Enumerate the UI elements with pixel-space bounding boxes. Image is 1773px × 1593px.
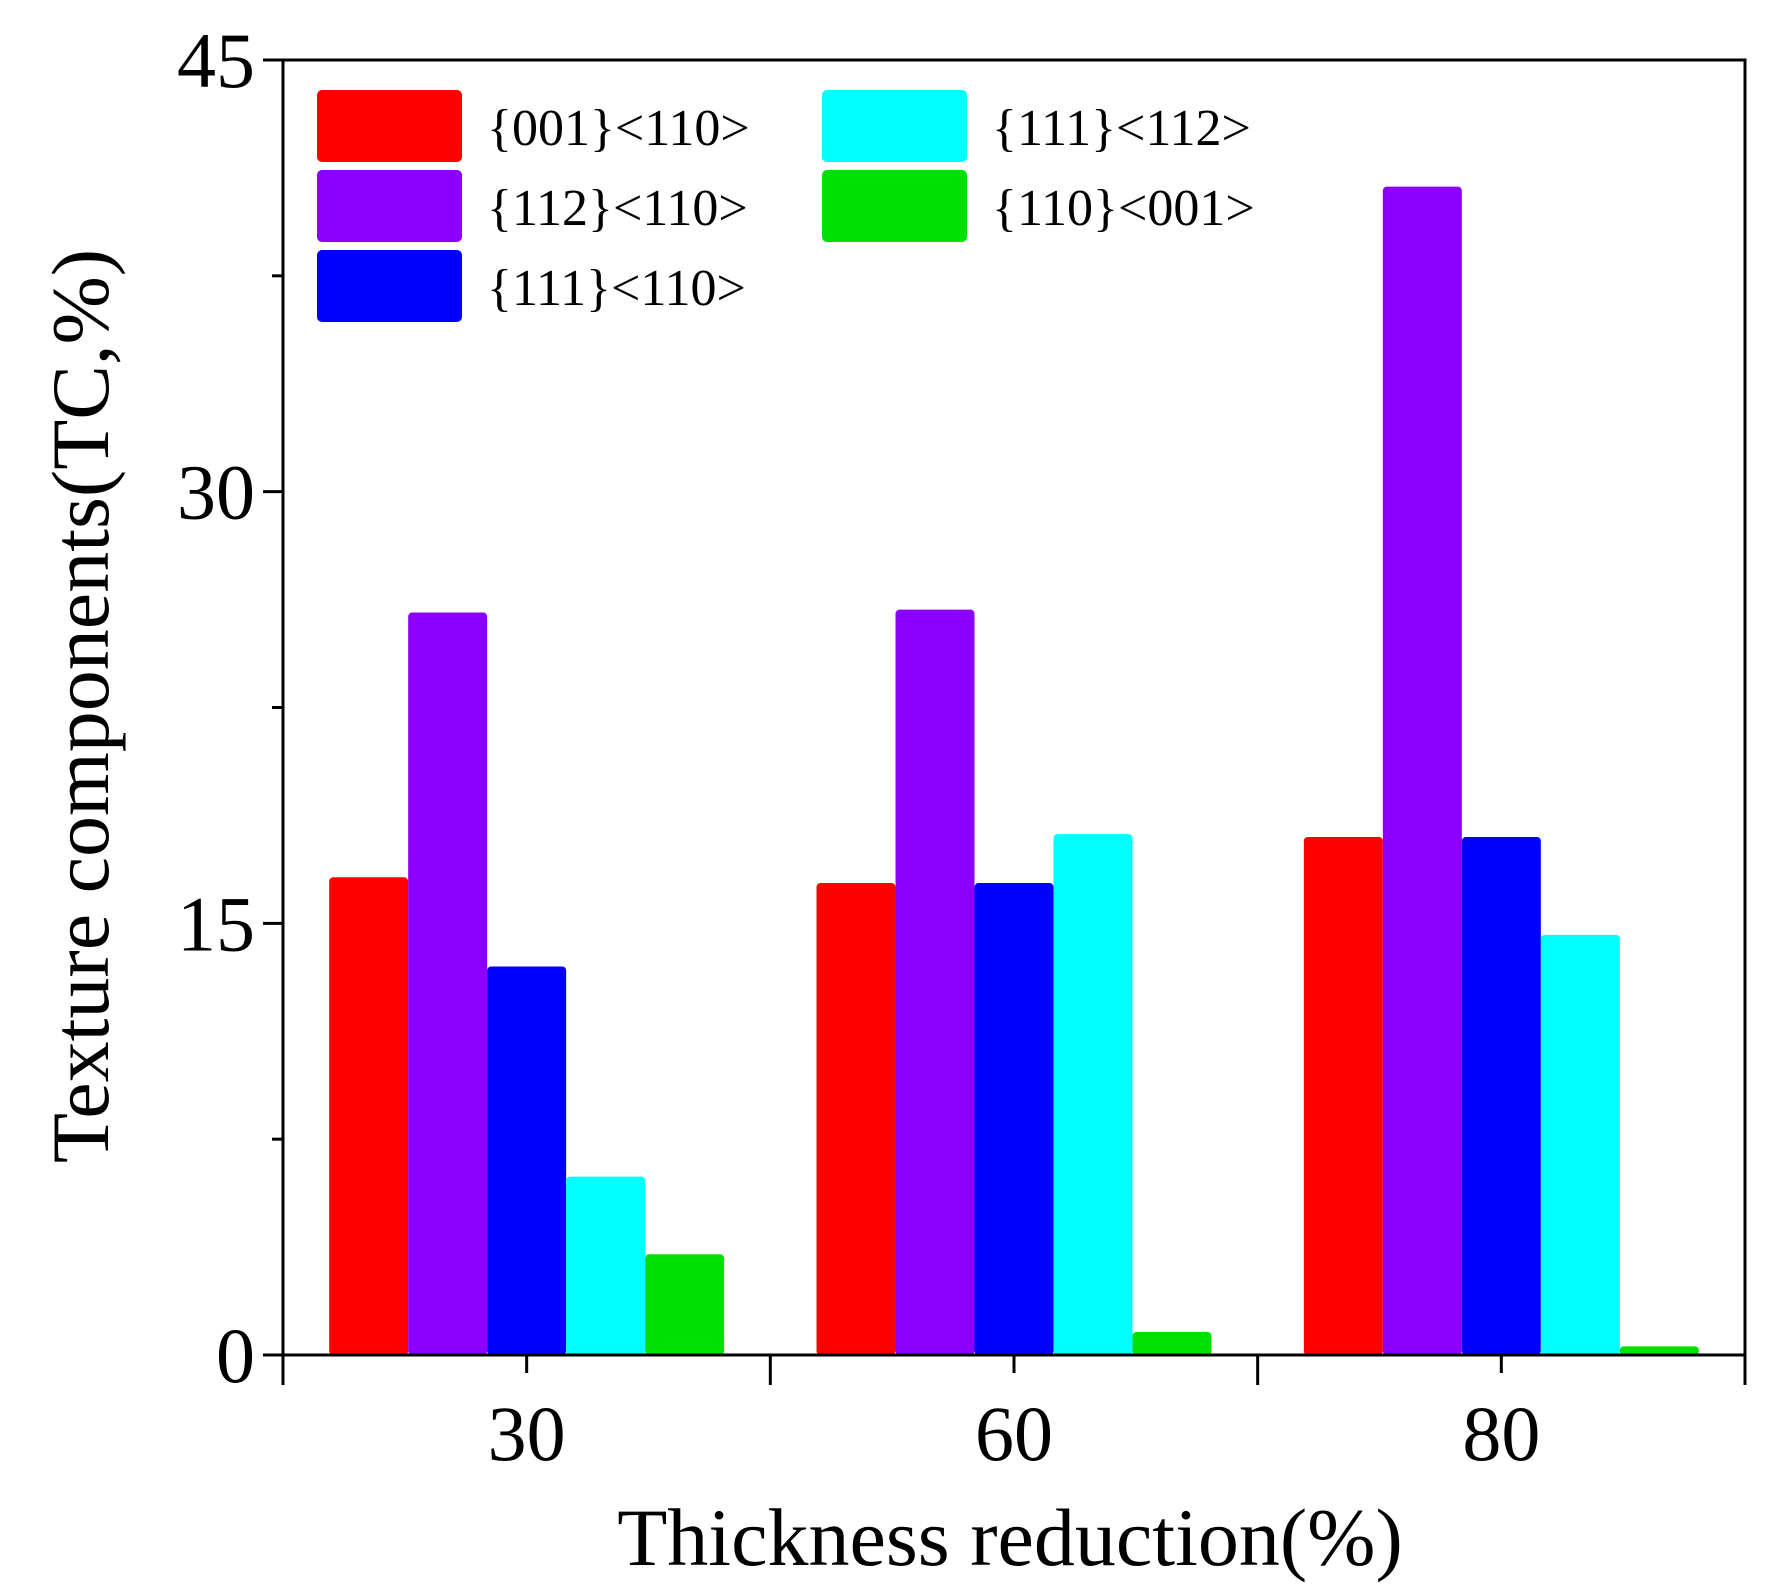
bars-layer — [329, 186, 1699, 1356]
legend-label-3: {111}<110> — [487, 260, 746, 317]
axes-layer: 0 15 30 45 30 60 80 — [177, 17, 1747, 1477]
bar-60-series-3 — [974, 883, 1054, 1355]
bar-30-series-1 — [329, 877, 409, 1355]
x-tick-label-30: 30 — [488, 1390, 566, 1477]
legend-swatch-1 — [317, 90, 462, 162]
legend-label-5: {110}<001> — [992, 180, 1255, 237]
bar-80-series-5 — [1619, 1346, 1699, 1355]
legend-swatch-3 — [317, 250, 462, 322]
legend: {001}<110> {112}<110> {111}<110> {111}<112>… — [317, 90, 1255, 322]
bar-80-series-2 — [1382, 186, 1462, 1356]
bar-80-series-1 — [1303, 837, 1383, 1355]
bar-80-series-3 — [1461, 837, 1541, 1355]
y-tick-label-30: 30 — [177, 449, 255, 536]
legend-swatch-2 — [317, 170, 462, 242]
y-tick-label-0: 0 — [216, 1312, 255, 1399]
bar-60-series-5 — [1132, 1331, 1212, 1355]
legend-swatch-5 — [822, 170, 967, 242]
bar-30-series-3 — [487, 966, 567, 1355]
y-axis-title: Texture components(TC,%) — [35, 249, 126, 1163]
bar-80-series-4 — [1540, 934, 1620, 1355]
legend-label-4: {111}<112> — [992, 100, 1251, 157]
x-tick-label-80: 80 — [1462, 1390, 1540, 1477]
y-tick-label-45: 45 — [177, 17, 255, 104]
bar-30-series-5 — [645, 1254, 725, 1355]
bar-60-series-2 — [895, 609, 975, 1355]
legend-label-1: {001}<110> — [487, 100, 750, 157]
bar-30-series-2 — [408, 612, 488, 1355]
bar-60-series-4 — [1053, 834, 1133, 1355]
x-tick-label-60: 60 — [975, 1390, 1053, 1477]
legend-label-2: {112}<110> — [487, 180, 748, 237]
y-tick-label-15: 15 — [177, 880, 255, 967]
bar-30-series-4 — [566, 1176, 646, 1355]
x-axis-title: Thickness reduction(%) — [617, 1492, 1403, 1583]
legend-swatch-4 — [822, 90, 967, 162]
bar-60-series-1 — [816, 883, 896, 1355]
